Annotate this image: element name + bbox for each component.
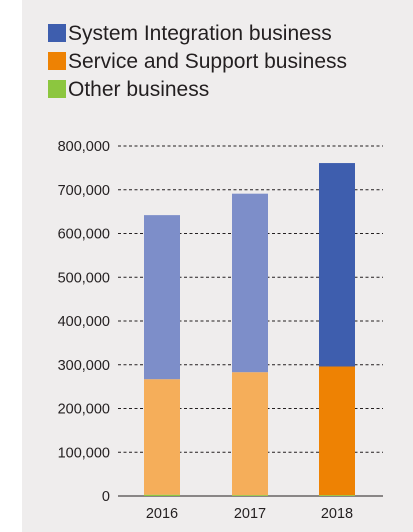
x-axis-tick-labels: 2016 2017 2018 [146,506,353,522]
legend-label-service-and-support-business: Service and Support business [68,50,347,73]
legend-label-other-business: Other business [68,78,209,101]
bar-2018-service-and-support-business [319,366,355,496]
bar-2017-service-and-support-business [232,372,268,496]
y-tick-label: 400,000 [58,314,110,330]
legend-swatch-service-and-support-business [48,52,66,70]
chart-bars [144,163,355,496]
y-axis-tick-labels: 0 100,000 200,000 300,000 400,000 500,000 600,… [58,139,110,505]
y-tick-label: 600,000 [58,227,110,243]
y-tick-label: 0 [102,489,110,505]
y-tick-label: 700,000 [58,183,110,199]
bar-2016-other-business [144,494,180,496]
x-tick-label-2018: 2018 [321,506,353,522]
bar-2018-system-integration-business [319,163,355,367]
x-tick-label-2017: 2017 [234,506,266,522]
chart-legend: System Integration business Service and S… [48,22,347,101]
x-tick-label-2016: 2016 [146,506,178,522]
y-tick-label: 100,000 [58,445,110,461]
bar-2017-system-integration-business [232,193,268,373]
bar-2016-service-and-support-business [144,379,180,495]
legend-label-system-integration-business: System Integration business [68,22,332,45]
bar-2017-other-business [232,495,268,496]
y-tick-label: 500,000 [58,270,110,286]
y-tick-label: 300,000 [58,358,110,374]
y-tick-label: 800,000 [58,139,110,155]
legend-swatch-other-business [48,80,66,98]
bar-2018-other-business [319,495,355,496]
y-tick-label: 200,000 [58,402,110,418]
bar-2016-system-integration-business [144,215,180,380]
legend-swatch-system-integration-business [48,24,66,42]
